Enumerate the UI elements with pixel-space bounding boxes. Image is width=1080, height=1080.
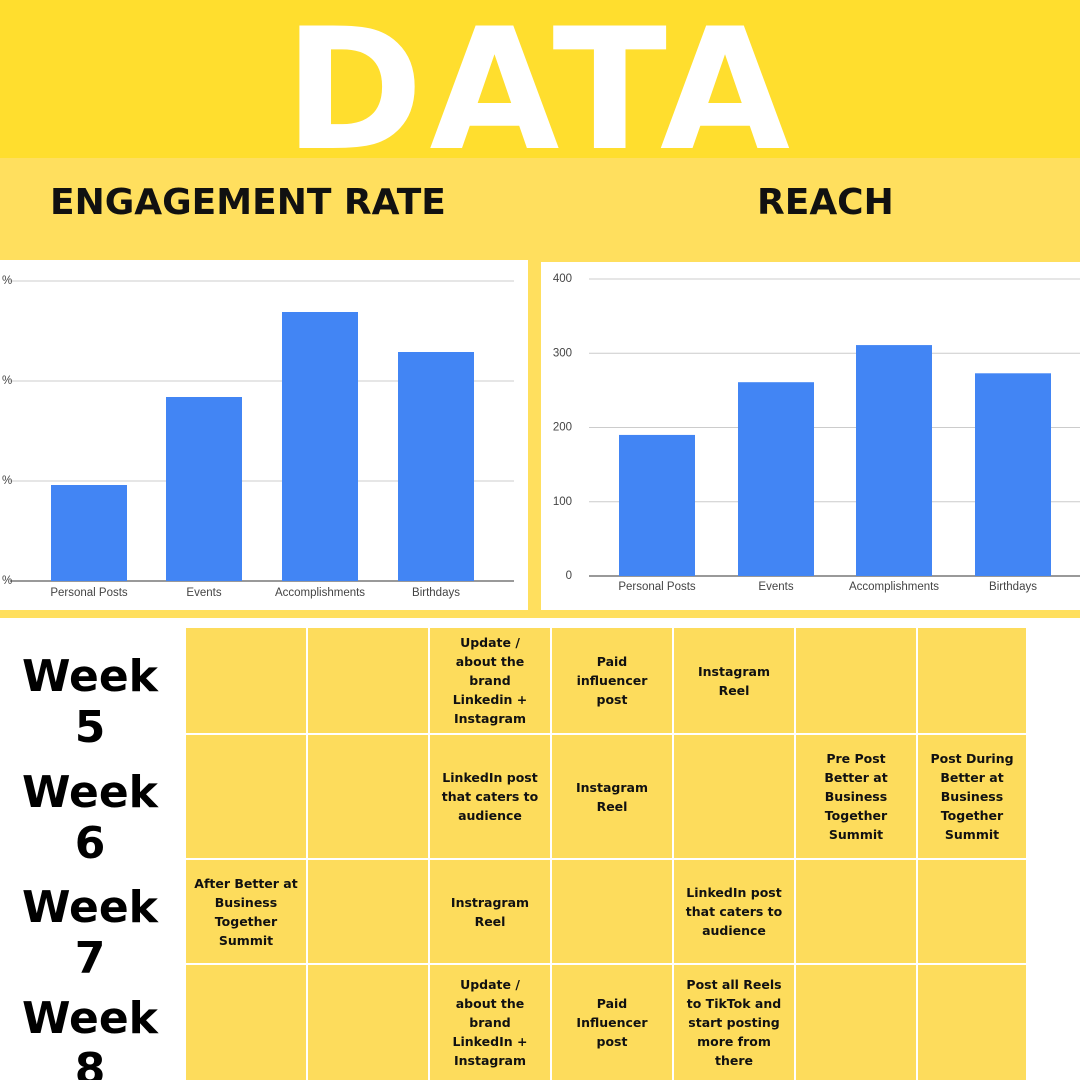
x-tick-label: Birthdays bbox=[989, 581, 1037, 593]
schedule-cell bbox=[308, 860, 428, 963]
y-tick-label: 400 bbox=[553, 273, 572, 285]
schedule-cell: After Better at Business Together Summit bbox=[186, 860, 306, 963]
x-tick-label: Personal Posts bbox=[618, 581, 696, 593]
x-tick-label: Accomplishments bbox=[849, 581, 939, 593]
bar bbox=[166, 397, 242, 581]
schedule-cell bbox=[796, 860, 916, 963]
chart: %%%% Personal Posts Events Accomplishments B… bbox=[0, 260, 528, 610]
page-title: DATA bbox=[283, 0, 796, 188]
week-label: Week 8 bbox=[22, 992, 158, 1080]
schedule-cell bbox=[918, 628, 1026, 733]
x-tick-label: Birthdays bbox=[412, 587, 460, 599]
schedule-cell bbox=[308, 735, 428, 858]
schedule-cell bbox=[186, 965, 306, 1080]
bar bbox=[619, 434, 695, 576]
schedule-cell bbox=[918, 860, 1026, 963]
y-tick-label: 0 bbox=[566, 570, 572, 582]
schedule-cell bbox=[186, 628, 306, 733]
schedule-cell: Update / about the brand Linkedin + Inst… bbox=[430, 628, 550, 733]
bar bbox=[975, 373, 1051, 576]
schedule-cell: Instagram Reel bbox=[674, 628, 794, 733]
x-tick-label: Events bbox=[758, 581, 793, 593]
bar bbox=[398, 352, 474, 581]
schedule-cell bbox=[918, 965, 1026, 1080]
chart: 0 100 200 300 400 Personal Posts Events Accompl… bbox=[541, 262, 1080, 610]
header-band: DATA bbox=[0, 0, 1080, 188]
schedule-cell: Post all Reels to TikTok and start posti… bbox=[674, 965, 794, 1080]
schedule-cell bbox=[674, 735, 794, 858]
x-tick-label: Accomplishments bbox=[275, 587, 365, 599]
bar bbox=[856, 345, 932, 576]
chart-title: ENGAGEMENT RATE bbox=[50, 182, 446, 223]
x-tick-label: Events bbox=[186, 587, 221, 599]
y-tick-label: % bbox=[2, 475, 12, 487]
x-tick-label: Personal Posts bbox=[50, 587, 128, 599]
schedule-cell: Post During Better at Business Together … bbox=[918, 735, 1026, 858]
bar bbox=[51, 485, 127, 581]
schedule-cell: Instagram Reel bbox=[552, 735, 672, 858]
week-label: Week 7 bbox=[22, 881, 158, 984]
week-label: Week 5 bbox=[22, 650, 158, 753]
week-label: Week 6 bbox=[22, 766, 158, 869]
schedule-cell bbox=[552, 860, 672, 963]
y-tick-label: 300 bbox=[553, 347, 572, 359]
schedule-cell: Paid Influencer post bbox=[552, 965, 672, 1080]
schedule-cell: Update / about the brand LinkedIn + Inst… bbox=[430, 965, 550, 1080]
bar bbox=[282, 312, 358, 581]
chart-title: REACH bbox=[757, 182, 894, 223]
schedule-cell: LinkedIn post that caters to audience bbox=[430, 735, 550, 858]
schedule-cell bbox=[308, 628, 428, 733]
schedule-cell bbox=[186, 735, 306, 858]
schedule-cell: Instragram Reel bbox=[430, 860, 550, 963]
bar bbox=[738, 382, 814, 576]
y-tick-label: % bbox=[2, 575, 12, 587]
schedule-cell: Pre Post Better at Business Together Sum… bbox=[796, 735, 916, 858]
schedule-cell bbox=[796, 628, 916, 733]
y-tick-label: % bbox=[2, 375, 12, 387]
y-tick-label: 100 bbox=[553, 496, 572, 508]
schedule-cell: Paid influencer post bbox=[552, 628, 672, 733]
y-tick-label: % bbox=[2, 275, 12, 287]
y-tick-label: 200 bbox=[553, 422, 572, 434]
schedule-cell: LinkedIn post that caters to audience bbox=[674, 860, 794, 963]
schedule-cell bbox=[308, 965, 428, 1080]
schedule-cell bbox=[796, 965, 916, 1080]
